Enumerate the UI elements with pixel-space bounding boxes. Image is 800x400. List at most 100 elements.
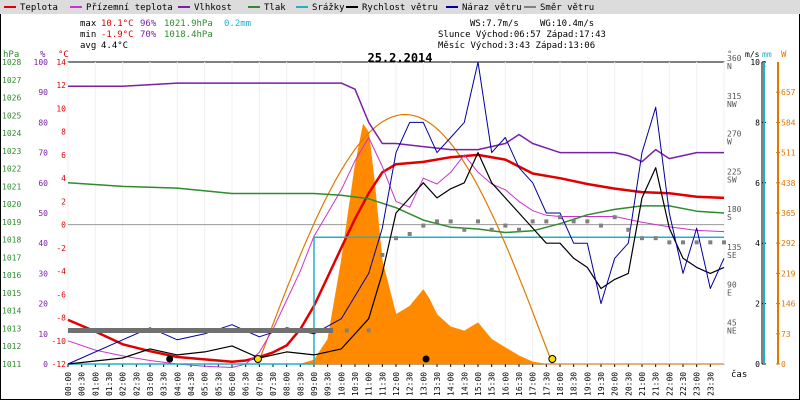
- series-line-0: [67, 153, 725, 363]
- legend-bar: [0, 0, 800, 14]
- stats-max-temp: 10.1°C: [101, 19, 134, 29]
- wind-direction-point: [653, 236, 658, 241]
- wind-direction-point: [558, 215, 562, 220]
- direction-tick-dir: SE: [727, 251, 737, 260]
- x-tick-label: 12:00: [392, 372, 401, 396]
- x-tick-label: 15:00: [474, 372, 483, 396]
- x-tick-label: 05:30: [214, 372, 223, 396]
- hpa-tick-label: 1024: [2, 129, 21, 138]
- x-tick-label: 13:00: [419, 372, 428, 396]
- direction-tick-label: 360: [727, 54, 742, 63]
- percent-tick-label: 40: [38, 239, 48, 248]
- percent-tick-label: 0: [43, 360, 48, 369]
- wind-direction-point: [489, 227, 494, 232]
- wind-direction-point: [640, 236, 644, 241]
- stats-avg-label: avg: [80, 41, 96, 51]
- direction-tick-dir: S: [727, 213, 732, 222]
- direction-tick-dir: W: [727, 138, 732, 147]
- x-tick-label: 05:00: [201, 372, 210, 396]
- x-tick-label: 04:00: [173, 372, 182, 396]
- solar-tick-label: 657: [781, 88, 796, 97]
- legend-label-0: Teplota: [20, 3, 58, 13]
- x-tick-label: 01:30: [105, 372, 114, 396]
- percent-tick-label: 60: [38, 179, 48, 188]
- x-tick-label: 23:30: [706, 372, 715, 396]
- x-tick-label: 21:00: [638, 372, 647, 396]
- hpa-tick-label: 1011: [2, 360, 21, 369]
- direction-tick-label: 90: [727, 281, 737, 290]
- percent-tick-label: 30: [38, 269, 48, 278]
- hpa-tick-label: 1013: [2, 324, 21, 333]
- wind-tick-label: 4: [755, 239, 760, 248]
- hpa-tick-label: 1016: [2, 271, 21, 280]
- wind-direction-point: [667, 240, 672, 245]
- legend-label-3: Tlak: [264, 3, 286, 13]
- direction-tick-dir: NW: [727, 100, 737, 109]
- x-tick-label: 17:00: [529, 372, 538, 396]
- direction-tick-label: 135: [727, 243, 742, 252]
- celsius-tick-label: -12: [52, 360, 67, 369]
- direction-tick-label: 225: [727, 167, 742, 176]
- celsius-tick-label: -2: [56, 244, 66, 253]
- wind-direction-point: [626, 227, 631, 232]
- x-tick-label: 18:00: [556, 372, 565, 396]
- x-tick-label: 02:30: [132, 372, 141, 396]
- percent-tick-label: 50: [38, 209, 48, 218]
- stats-sun: Slunce Východ:06:57 Západ:17:43: [438, 30, 606, 40]
- wind-direction-point: [612, 215, 617, 220]
- wind-direction-point: [407, 231, 412, 236]
- wind-direction-point: [599, 223, 603, 228]
- axis-label-time: čas: [731, 369, 747, 380]
- wind-tick-label: 6: [755, 179, 760, 188]
- series-line-6: [67, 61, 725, 365]
- direction-tick-label: 45: [727, 318, 737, 327]
- series-line-3: [67, 182, 725, 234]
- solar-theory-curve: [257, 113, 553, 365]
- wind-direction-point: [503, 223, 508, 228]
- x-tick-label: 18:30: [570, 372, 579, 396]
- legend-label-4: Srážky: [312, 3, 345, 13]
- percent-tick-label: 70: [38, 149, 48, 158]
- stats-min-hum: 70%: [140, 30, 157, 40]
- x-tick-label: 13:30: [433, 372, 442, 396]
- stats-min-press: 1018.4hPa: [164, 30, 213, 40]
- wind-direction-point: [544, 219, 549, 224]
- stats-ws: WS:7.7m/s: [470, 19, 519, 29]
- x-tick-label: 11:30: [378, 372, 387, 396]
- x-tick-label: 03:00: [146, 372, 155, 396]
- wind-direction-point: [722, 240, 726, 245]
- x-tick-label: 22:30: [679, 372, 688, 396]
- axis-label-hpa: hPa: [3, 50, 19, 60]
- axis-label-direction: °: [727, 50, 732, 60]
- x-tick-label: 20:00: [611, 372, 620, 396]
- celsius-tick-label: -8: [56, 314, 66, 323]
- x-tick-label: 06:30: [242, 372, 251, 396]
- wind-direction-point: [380, 252, 385, 257]
- solar-tick-label: 511: [781, 149, 796, 158]
- hpa-tick-label: 1012: [2, 342, 21, 351]
- wind-direction-point: [462, 227, 467, 232]
- wind-tick-label: 10: [750, 58, 760, 67]
- celsius-tick-label: 6: [61, 151, 66, 160]
- plot-series: [67, 61, 726, 368]
- direction-tick-dir: N: [727, 62, 732, 71]
- stats-max-rain: 0.2mm: [224, 19, 251, 29]
- direction-tick-label: 180: [727, 205, 742, 214]
- x-tick-label: 14:00: [447, 372, 456, 396]
- stats-moon: Měsíc Východ:3:43 Západ:13:06: [438, 41, 595, 51]
- x-tick-label: 04:30: [187, 372, 196, 396]
- wind-direction-point: [476, 219, 480, 224]
- direction-tick-label: 315: [727, 92, 742, 101]
- solar-tick-label: 584: [781, 118, 796, 127]
- stats-avg-temp: 4.4°C: [101, 41, 128, 51]
- direction-tick-dir: SW: [727, 175, 737, 184]
- x-tick-label: 17:30: [542, 372, 551, 396]
- wind-direction-point: [571, 219, 576, 224]
- x-tick-label: 23:00: [693, 372, 702, 396]
- x-tick-label: 07:00: [255, 372, 264, 396]
- hpa-tick-label: 1028: [2, 58, 21, 67]
- x-tick-label: 09:00: [310, 372, 319, 396]
- x-tick-label: 01:00: [91, 372, 100, 396]
